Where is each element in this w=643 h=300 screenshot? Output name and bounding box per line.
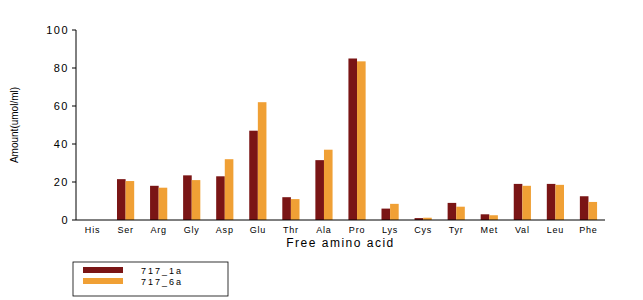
y-tick-label: 100 bbox=[46, 24, 69, 36]
legend-label: 717_1a bbox=[141, 266, 183, 276]
x-tick-label: Cys bbox=[414, 225, 432, 235]
y-tick bbox=[72, 144, 76, 145]
y-tick-label: 60 bbox=[54, 100, 69, 112]
bar bbox=[580, 196, 589, 220]
bar bbox=[315, 160, 324, 220]
x-tick-label: Asp bbox=[216, 225, 234, 235]
chart-root: 0 20 40 60 80 100 His Ser Arg Gly Asp Glu Thr Ala Pro L… bbox=[0, 0, 643, 300]
bar bbox=[117, 179, 126, 220]
bar bbox=[159, 188, 168, 220]
bar bbox=[456, 207, 465, 220]
bar bbox=[481, 214, 490, 220]
bar bbox=[489, 215, 498, 220]
bar bbox=[348, 59, 357, 221]
y-tick-label: 20 bbox=[54, 176, 69, 188]
x-tick-label: Leu bbox=[547, 225, 564, 235]
y-axis bbox=[76, 30, 77, 220]
x-axis-title: Free amino acid bbox=[286, 236, 395, 250]
x-tick-label: Thr bbox=[283, 225, 299, 235]
y-tick-label: 0 bbox=[61, 214, 69, 226]
bar bbox=[282, 197, 291, 220]
legend-swatch bbox=[83, 278, 123, 284]
legend: 717_1a717_6a bbox=[73, 262, 228, 296]
bar bbox=[291, 199, 300, 220]
bar bbox=[514, 184, 523, 220]
bar bbox=[555, 185, 564, 220]
y-tick bbox=[72, 220, 76, 221]
x-axis bbox=[76, 220, 605, 221]
legend-swatch bbox=[83, 267, 123, 273]
bar bbox=[225, 159, 234, 220]
legend-label: 717_6a bbox=[141, 277, 183, 287]
x-tick-label: Arg bbox=[150, 225, 166, 235]
bar bbox=[183, 175, 192, 220]
bar bbox=[258, 102, 267, 220]
x-tick-label: Tyr bbox=[449, 225, 464, 235]
bar bbox=[448, 203, 457, 220]
bar bbox=[381, 209, 390, 220]
bar bbox=[249, 131, 258, 220]
x-tick-label: Ser bbox=[117, 225, 133, 235]
y-tick bbox=[72, 68, 76, 69]
x-tick-label: Lys bbox=[382, 225, 398, 235]
y-tick bbox=[72, 30, 76, 31]
y-tick-label: 40 bbox=[54, 138, 69, 150]
x-tick-label: Met bbox=[481, 225, 498, 235]
bar bbox=[216, 176, 225, 220]
bar bbox=[390, 204, 399, 220]
x-tick-label: Ala bbox=[316, 225, 331, 235]
bar bbox=[150, 186, 159, 220]
y-tick bbox=[72, 106, 76, 107]
x-tick-label: Pro bbox=[349, 225, 365, 235]
x-tick-label: His bbox=[85, 225, 100, 235]
y-axis-title: Amount(umol/ml) bbox=[9, 87, 20, 163]
bar bbox=[588, 202, 597, 220]
x-tick-label: Phe bbox=[579, 225, 597, 235]
y-tick bbox=[72, 182, 76, 183]
bar bbox=[522, 186, 531, 220]
x-tick-label: Val bbox=[515, 225, 530, 235]
bar bbox=[357, 61, 366, 220]
legend-box bbox=[73, 262, 228, 296]
x-tick-label: Gly bbox=[184, 225, 200, 235]
bar bbox=[192, 180, 201, 220]
y-tick-label: 80 bbox=[54, 62, 69, 74]
bars bbox=[117, 59, 597, 221]
bar bbox=[547, 184, 556, 220]
bar bbox=[324, 150, 333, 220]
bar bbox=[126, 181, 135, 220]
chart-svg: 0 20 40 60 80 100 His Ser Arg Gly Asp Glu Thr Ala Pro L… bbox=[0, 0, 643, 300]
x-tick-label: Glu bbox=[250, 225, 266, 235]
